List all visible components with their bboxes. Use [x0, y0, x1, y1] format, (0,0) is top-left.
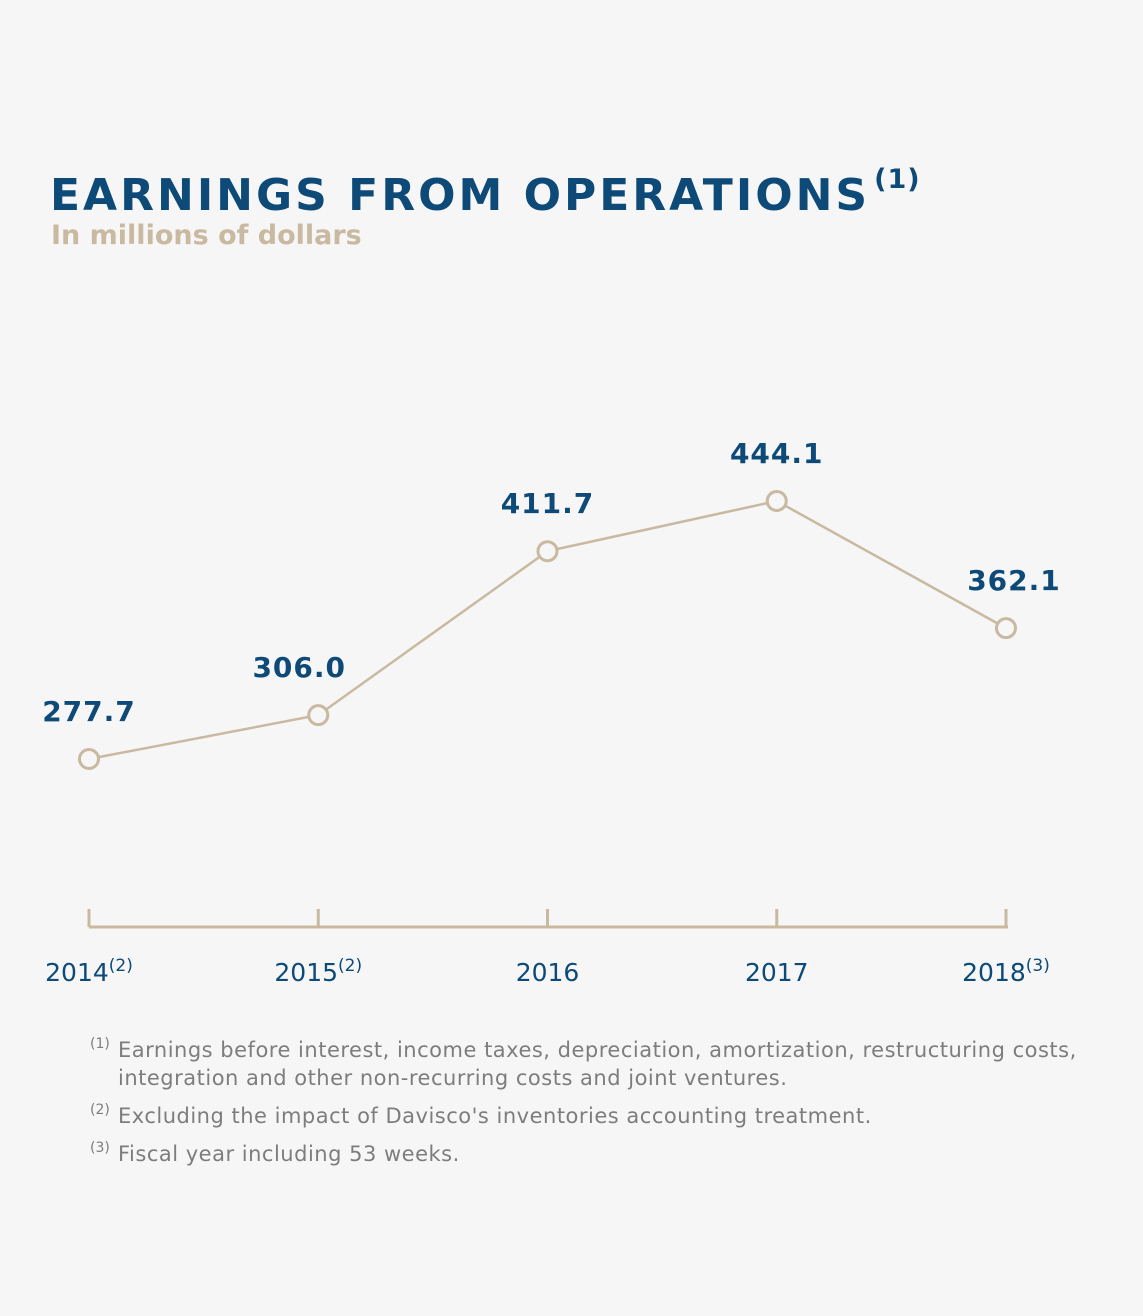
data-label-2017: 444.1	[730, 437, 824, 470]
data-label-2014: 277.7	[42, 695, 136, 728]
line-chart: 277.7 306.0 411.7 444.1 362.1 2014(2) 2015(2) 2…	[42, 437, 1061, 987]
chart-subtitle: In millions of dollars	[51, 220, 362, 251]
data-point-2016	[536, 540, 559, 563]
footnote-2: (2) Excluding the impact of Davisco's in…	[90, 1102, 1100, 1130]
data-label-2016: 411.7	[501, 487, 595, 520]
footnote-1-text: Earnings before interest, income taxes, …	[118, 1038, 1077, 1090]
chart-title: EARNINGS FROM OPERATIONS (1)	[50, 150, 921, 226]
footnotes: (1) Earnings before interest, income tax…	[90, 1036, 1100, 1178]
x-tick-label-2017: 2017	[745, 958, 809, 987]
x-tick-label-2014: 2014(2)	[45, 956, 133, 987]
footnote-1: (1) Earnings before interest, income tax…	[90, 1036, 1100, 1092]
chart-title-footnote-mark: (1)	[874, 164, 921, 195]
footnote-3-text: Fiscal year including 53 weeks.	[118, 1142, 460, 1166]
x-tick-label-2015: 2015(2)	[274, 956, 362, 987]
data-point-2015	[307, 704, 330, 727]
data-label-2015: 306.0	[252, 651, 346, 684]
x-tick-label-2016: 2016	[516, 958, 580, 987]
chart-title-text: EARNINGS FROM OPERATIONS	[50, 170, 871, 221]
footnote-3-mark: (3)	[90, 1140, 110, 1156]
series-line	[88, 499, 1007, 761]
footnote-3: (3) Fiscal year including 53 weeks.	[90, 1140, 1100, 1168]
data-point-2014	[78, 748, 100, 770]
data-point-2017	[765, 490, 788, 512]
footnote-2-mark: (2)	[90, 1102, 110, 1118]
data-label-2018: 362.1	[967, 564, 1061, 597]
x-tick-label-2018: 2018(3)	[962, 956, 1050, 987]
data-point-2018	[995, 617, 1017, 640]
footnote-1-mark: (1)	[90, 1036, 110, 1052]
footnote-2-text: Excluding the impact of Davisco's invent…	[118, 1104, 872, 1128]
